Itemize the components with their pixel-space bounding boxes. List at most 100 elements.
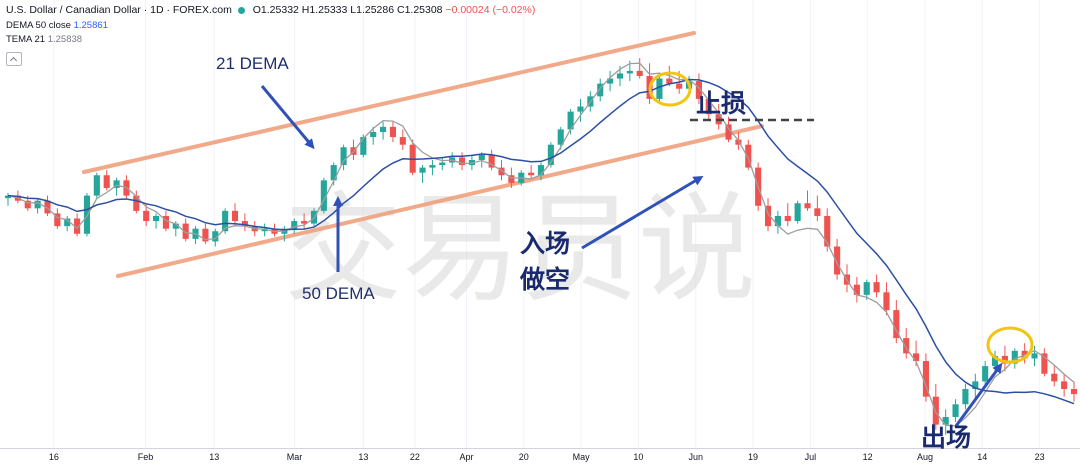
- x-tick-label: Jul: [804, 452, 817, 462]
- x-tick-label: 13: [358, 452, 369, 462]
- candle-body: [666, 78, 673, 84]
- candle-body: [419, 167, 426, 173]
- ohlc-high: H1.25333: [301, 4, 348, 16]
- candle: [952, 399, 959, 423]
- annotation-stop-loss: 止损: [696, 89, 747, 118]
- x-tick-label: 22: [409, 452, 420, 462]
- candle-body: [853, 284, 860, 295]
- candle: [784, 203, 791, 227]
- candle: [133, 190, 140, 214]
- candle-body: [93, 175, 100, 196]
- candle: [893, 299, 900, 344]
- candle: [488, 149, 495, 171]
- annotation-entry-line2: 做空: [520, 265, 571, 294]
- time-axis[interactable]: 16 Feb 13 Mar 13 22 Apr 20 May 10 Jun 19 Jul 12 Aug 14 2…: [0, 450, 1080, 466]
- annotation-entry-line1: 入场: [520, 229, 571, 258]
- trend-channel[interactable]: [82, 31, 764, 278]
- candle: [922, 353, 930, 402]
- candle-body: [883, 292, 890, 311]
- x-tick-label: 12: [862, 452, 873, 462]
- candle: [932, 383, 939, 430]
- candle-body: [863, 282, 870, 295]
- candle-body: [399, 137, 406, 145]
- indicator-label: DEMA 50 close: [6, 20, 71, 31]
- candle: [863, 279, 870, 300]
- candle-body: [1001, 355, 1008, 364]
- candle-body: [152, 215, 160, 222]
- ohlc-change: −0.00024 (−0.02%): [445, 4, 536, 16]
- indicator-legend-dema50[interactable]: DEMA 50 close 1.25861: [6, 20, 108, 31]
- candle-body: [222, 210, 229, 232]
- candle-body: [616, 73, 624, 79]
- x-tick-label: Mar: [286, 452, 303, 462]
- candle: [370, 126, 377, 145]
- candle: [4, 193, 12, 206]
- x-tick-label: 14: [977, 452, 988, 462]
- candle-body: [389, 126, 397, 138]
- candle-body: [626, 70, 633, 74]
- candle-body: [824, 215, 831, 247]
- candle-body: [360, 137, 367, 155]
- candle: [745, 139, 752, 171]
- candle: [597, 78, 604, 102]
- candle: [380, 121, 387, 140]
- moving-averages: [7, 62, 1075, 427]
- candle-body: [488, 154, 495, 168]
- indicator-legend-tema21[interactable]: TEMA 21 1.25838: [6, 34, 82, 45]
- candle-body: [735, 139, 742, 145]
- candle-body: [676, 83, 683, 89]
- candle: [804, 190, 811, 211]
- indicator-value: 1.25838: [47, 34, 83, 45]
- candle-body: [212, 231, 219, 242]
- candle: [577, 98, 584, 122]
- candle: [528, 165, 535, 178]
- x-tick-label: Apr: [459, 452, 474, 462]
- candle: [202, 223, 209, 244]
- candle-body: [508, 175, 515, 183]
- candle-body: [1011, 350, 1018, 364]
- candle-body: [172, 223, 179, 229]
- candle: [1061, 373, 1068, 397]
- grid: [0, 0, 1080, 449]
- candle-body: [942, 417, 949, 425]
- candle: [705, 91, 712, 120]
- ohlc-open: O1.25332: [252, 4, 299, 16]
- candle-body: [24, 200, 31, 209]
- candle-body: [439, 162, 446, 166]
- collapse-legend-button[interactable]: [6, 52, 22, 66]
- candle: [182, 218, 189, 242]
- candle: [74, 213, 81, 237]
- candle-body: [498, 167, 505, 176]
- candle: [399, 129, 406, 150]
- dema-50-line: [7, 78, 1075, 405]
- candle-body: [320, 180, 327, 211]
- candle: [764, 198, 772, 232]
- candle: [93, 172, 100, 199]
- annotation-50-dema: 50 DEMA: [302, 284, 375, 303]
- candle-body: [74, 218, 81, 234]
- market-open-icon: [237, 6, 245, 14]
- candle-body: [182, 223, 189, 239]
- candle-body: [370, 131, 377, 138]
- arrow-21-dema: [260, 85, 315, 150]
- channel-lower-line: [116, 124, 764, 278]
- candle: [83, 193, 91, 237]
- candle-body: [162, 215, 169, 229]
- candle: [794, 200, 801, 224]
- symbol-title: U.S. Dollar / Canadian Dollar · 1D · FOR…: [6, 4, 232, 16]
- x-tick-label: 20: [518, 452, 529, 462]
- arrow-exit: [954, 362, 1003, 427]
- candle-body: [380, 126, 387, 132]
- candle: [843, 264, 851, 293]
- candle-body: [903, 338, 910, 354]
- x-tick-label: 13: [209, 452, 220, 462]
- candle-body: [103, 175, 110, 188]
- candle-body: [133, 195, 140, 211]
- candle: [942, 409, 949, 435]
- ohlc-close: C1.25308: [396, 4, 443, 16]
- candle: [962, 383, 969, 410]
- candle: [883, 282, 890, 316]
- arrow-entry: [581, 175, 704, 250]
